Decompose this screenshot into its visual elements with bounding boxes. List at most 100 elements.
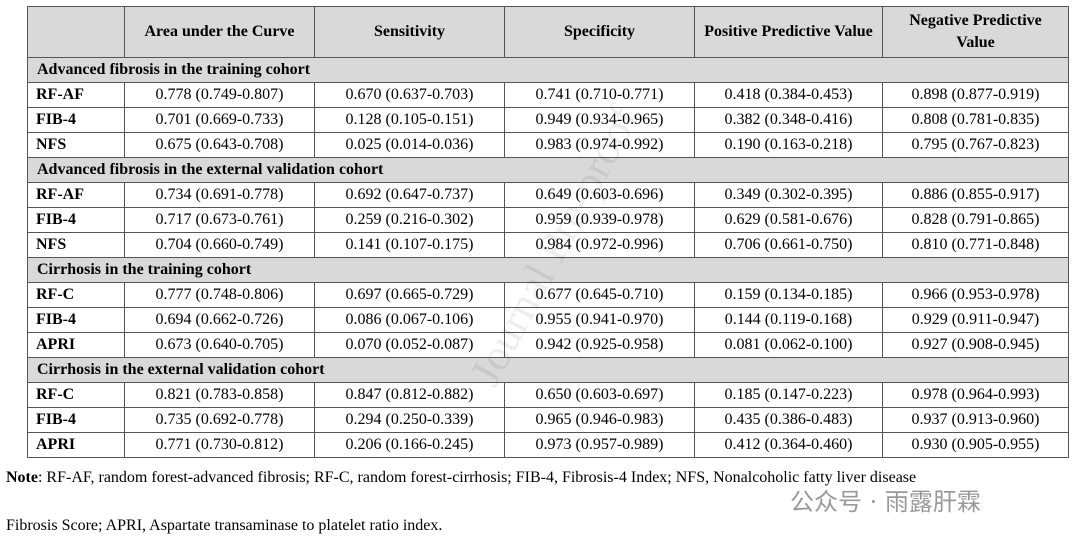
value-cell: 0.081 (0.062-0.100) [694, 332, 883, 358]
value-cell: 0.412 (0.364-0.460) [694, 432, 883, 458]
note-label: Note [6, 469, 38, 486]
value-cell: 0.673 (0.640-0.705) [124, 332, 315, 358]
value-cell: 0.965 (0.946-0.983) [504, 407, 695, 433]
value-cell: 0.937 (0.913-0.960) [882, 407, 1069, 433]
value-cell: 0.983 (0.974-0.992) [504, 132, 695, 158]
header-cell: Specificity [504, 6, 695, 58]
value-cell: 0.984 (0.972-0.996) [504, 232, 695, 258]
value-cell: 0.978 (0.964-0.993) [882, 382, 1069, 408]
value-cell: 0.294 (0.250-0.339) [314, 407, 505, 433]
value-cell: 0.828 (0.791-0.865) [882, 207, 1069, 233]
value-cell: 0.778 (0.749-0.807) [124, 82, 315, 108]
value-cell: 0.929 (0.911-0.947) [882, 307, 1069, 333]
data-row: RF-C 0.777 (0.748-0.806) 0.697 (0.665-0.72… [27, 282, 1069, 308]
model-cell: RF-AF [27, 182, 125, 208]
data-row: RF-AF 0.778 (0.749-0.807) 0.670 (0.637-0.7… [27, 82, 1069, 108]
value-cell: 0.927 (0.908-0.945) [882, 332, 1069, 358]
model-cell: APRI [27, 332, 125, 358]
value-cell: 0.886 (0.855-0.917) [882, 182, 1069, 208]
value-cell: 0.955 (0.941-0.970) [504, 307, 695, 333]
model-cell: RF-C [27, 382, 125, 408]
value-cell: 0.735 (0.692-0.778) [124, 407, 315, 433]
value-cell: 0.808 (0.781-0.835) [882, 107, 1069, 133]
value-cell: 0.206 (0.166-0.245) [314, 432, 505, 458]
value-cell: 0.185 (0.147-0.223) [694, 382, 883, 408]
value-cell: 0.697 (0.665-0.729) [314, 282, 505, 308]
model-cell: FIB-4 [27, 307, 125, 333]
note-text: : RF-AF, random forest-advanced fibrosis… [37, 469, 917, 486]
value-cell: 0.159 (0.134-0.185) [694, 282, 883, 308]
value-cell: 0.144 (0.119-0.168) [694, 307, 883, 333]
section-row: Advanced fibrosis in the training cohort [27, 57, 1069, 83]
section-title: Cirrhosis in the external validation coh… [27, 357, 1069, 383]
model-cell: FIB-4 [27, 207, 125, 233]
header-cell [27, 6, 125, 58]
value-cell: 0.930 (0.905-0.955) [882, 432, 1069, 458]
header-row: Area under the Curve Sensitivity Specifici… [27, 6, 1069, 58]
value-cell: 0.692 (0.647-0.737) [314, 182, 505, 208]
value-cell: 0.694 (0.662-0.726) [124, 307, 315, 333]
data-row: FIB-4 0.701 (0.669-0.733) 0.128 (0.105-0.1… [27, 107, 1069, 133]
header-cell: Positive Predictive Value [694, 6, 883, 58]
value-cell: 0.734 (0.691-0.778) [124, 182, 315, 208]
model-cell: FIB-4 [27, 407, 125, 433]
section-row: Cirrhosis in the external validation coh… [27, 357, 1069, 383]
data-row: RF-AF 0.734 (0.691-0.778) 0.692 (0.647-0.7… [27, 182, 1069, 208]
value-cell: 0.259 (0.216-0.302) [314, 207, 505, 233]
value-cell: 0.810 (0.771-0.848) [882, 232, 1069, 258]
value-cell: 0.382 (0.348-0.416) [694, 107, 883, 133]
data-row: FIB-4 0.717 (0.673-0.761) 0.259 (0.216-0.3… [27, 207, 1069, 233]
section-title: Cirrhosis in the training cohort [27, 257, 1069, 283]
data-row: NFS 0.675 (0.643-0.708) 0.025 (0.014-0.036… [27, 132, 1069, 158]
header-cell: Sensitivity [314, 6, 505, 58]
section-row: Cirrhosis in the training cohort [27, 257, 1069, 283]
header-cell: Area under the Curve [124, 6, 315, 58]
note-line: Note: RF-AF, random forest-advanced fibr… [6, 469, 916, 487]
model-cell: APRI [27, 432, 125, 458]
wechat-mark: 公众号 · 雨露肝霖 [790, 488, 981, 516]
data-row: FIB-4 0.735 (0.692-0.778) 0.294 (0.250-0.3… [27, 407, 1069, 433]
data-row: FIB-4 0.694 (0.662-0.726) 0.086 (0.067-0.1… [27, 307, 1069, 333]
value-cell: 0.349 (0.302-0.395) [694, 182, 883, 208]
data-row: RF-C 0.821 (0.783-0.858) 0.847 (0.812-0.88… [27, 382, 1069, 408]
value-cell: 0.070 (0.052-0.087) [314, 332, 505, 358]
value-cell: 0.898 (0.877-0.919) [882, 82, 1069, 108]
value-cell: 0.701 (0.669-0.733) [124, 107, 315, 133]
model-cell: FIB-4 [27, 107, 125, 133]
value-cell: 0.704 (0.660-0.749) [124, 232, 315, 258]
value-cell: 0.128 (0.105-0.151) [314, 107, 505, 133]
value-cell: 0.675 (0.643-0.708) [124, 132, 315, 158]
value-cell: 0.973 (0.957-0.989) [504, 432, 695, 458]
value-cell: 0.959 (0.939-0.978) [504, 207, 695, 233]
value-cell: 0.650 (0.603-0.697) [504, 382, 695, 408]
value-cell: 0.025 (0.014-0.036) [314, 132, 505, 158]
model-cell: NFS [27, 232, 125, 258]
value-cell: 0.706 (0.661-0.750) [694, 232, 883, 258]
value-cell: 0.141 (0.107-0.175) [314, 232, 505, 258]
header-cell: Negative Predictive Value [882, 6, 1069, 58]
value-cell: 0.418 (0.384-0.453) [694, 82, 883, 108]
value-cell: 0.821 (0.783-0.858) [124, 382, 315, 408]
data-row: APRI 0.771 (0.730-0.812) 0.206 (0.166-0.24… [27, 432, 1069, 458]
results-table: Area under the Curve Sensitivity Specifici… [27, 6, 1069, 458]
value-cell: 0.435 (0.386-0.483) [694, 407, 883, 433]
model-cell: RF-C [27, 282, 125, 308]
value-cell: 0.966 (0.953-0.978) [882, 282, 1069, 308]
data-row: APRI 0.673 (0.640-0.705) 0.070 (0.052-0.08… [27, 332, 1069, 358]
value-cell: 0.190 (0.163-0.218) [694, 132, 883, 158]
model-cell: RF-AF [27, 82, 125, 108]
value-cell: 0.942 (0.925-0.958) [504, 332, 695, 358]
data-row: NFS 0.704 (0.660-0.749) 0.141 (0.107-0.175… [27, 232, 1069, 258]
value-cell: 0.629 (0.581-0.676) [694, 207, 883, 233]
section-title: Advanced fibrosis in the training cohort [27, 57, 1069, 83]
value-cell: 0.717 (0.673-0.761) [124, 207, 315, 233]
value-cell: 0.741 (0.710-0.771) [504, 82, 695, 108]
section-title: Advanced fibrosis in the external valida… [27, 157, 1069, 183]
value-cell: 0.677 (0.645-0.710) [504, 282, 695, 308]
value-cell: 0.649 (0.603-0.696) [504, 182, 695, 208]
value-cell: 0.949 (0.934-0.965) [504, 107, 695, 133]
section-row: Advanced fibrosis in the external valida… [27, 157, 1069, 183]
value-cell: 0.670 (0.637-0.703) [314, 82, 505, 108]
value-cell: 0.771 (0.730-0.812) [124, 432, 315, 458]
